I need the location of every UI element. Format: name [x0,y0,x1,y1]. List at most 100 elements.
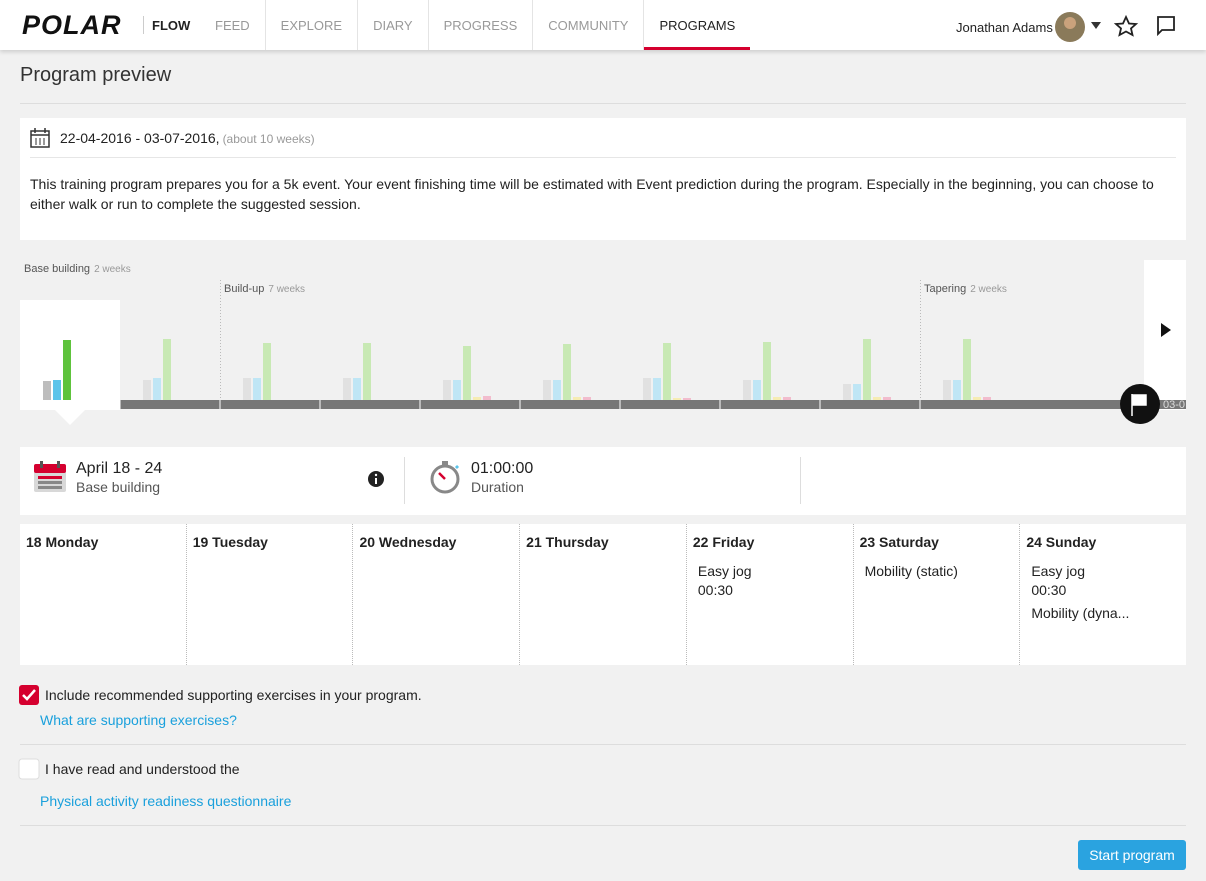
load-bar[interactable] [853,384,861,400]
session[interactable]: Easy jog 00:30 [1026,562,1180,600]
favorites-icon[interactable] [1113,14,1139,37]
load-bar[interactable] [63,340,71,400]
calendar-icon [30,128,50,148]
load-bar[interactable] [643,378,651,400]
event-flag [1131,394,1147,416]
separator [143,16,144,34]
date-range: 22-04-2016 - 03-07-2016, [60,130,220,146]
load-bar[interactable] [683,398,691,400]
start-program-button[interactable]: Start program [1078,840,1186,870]
load-bar[interactable] [563,344,571,400]
header-icons [1055,12,1175,42]
selected-week-pointer [55,410,85,425]
nav-item[interactable]: EXPLORE [264,0,357,50]
session[interactable]: Mobility (static) [860,562,1014,581]
readiness-checkbox[interactable] [18,758,40,780]
load-bar[interactable] [743,380,751,400]
phase-label: Build-up 7 weeks [224,283,305,295]
session-name: Easy jog [1031,563,1086,579]
nav-item[interactable]: FEED [215,18,250,33]
divider [20,825,1186,826]
messages-icon[interactable] [1157,16,1175,37]
load-bar[interactable] [473,397,481,400]
session-time: 00:30 [697,582,733,598]
divider [20,103,1186,104]
day-label: 23 Saturday [859,534,939,550]
info-icon[interactable] [367,470,385,488]
session-time: 00:30 [1031,582,1067,598]
load-bar[interactable] [583,397,591,400]
load-bar[interactable] [453,380,461,400]
load-bar[interactable] [363,343,371,400]
divider [20,744,1186,745]
session[interactable]: Easy jog 00:30 [693,562,847,600]
event-date: 03-0 [1163,399,1185,411]
nav-item[interactable]: DIARY [357,0,428,50]
load-bar[interactable] [143,380,151,400]
nav-item[interactable]: PROGRAMS [643,0,751,50]
load-bar[interactable] [943,380,951,400]
load-bar[interactable] [343,378,351,400]
load-bar[interactable] [663,343,671,400]
load-bar[interactable] [763,342,771,400]
day-column: 18 Monday [20,524,186,665]
session-text: Mobility (dyna... [1031,604,1129,623]
load-bar[interactable] [483,396,491,400]
phase-label: Tapering 2 weeks [924,283,1007,295]
supporting-checkbox[interactable] [18,684,40,706]
week-phase: Base building [76,479,161,495]
load-bar[interactable] [653,378,661,400]
next-arrow[interactable] [1161,323,1171,337]
session[interactable]: Mobility (dyna... [1026,604,1180,623]
nav-item[interactable]: COMMUNITY [532,0,643,50]
load-bar[interactable] [243,378,251,400]
load-bar[interactable] [883,397,891,400]
phase-label: Base building 2 weeks [24,263,131,275]
load-bar[interactable] [443,380,451,400]
user-menu-caret[interactable] [1091,22,1101,29]
divider [30,157,1176,158]
header: POLAR FLOW FEED EXPLORE DIARY PROGRESS COMMU… [0,0,1206,50]
load-bar[interactable] [973,397,981,400]
load-bar[interactable] [843,384,851,400]
session-text: Easy jog 00:30 [1031,562,1085,600]
day-column: 23 Saturday Mobility (static) [852,524,1020,665]
page-title: Program preview [20,64,172,86]
product-name[interactable]: FLOW [152,18,191,33]
supporting-link[interactable]: What are supporting exercises? [40,712,237,728]
load-bar[interactable] [553,380,561,400]
load-bar[interactable] [163,339,171,400]
nav-menu: FEED EXPLORE DIARY PROGRESS COMMUNITY PROGRAM… [200,0,751,50]
load-bar[interactable] [463,346,471,400]
load-bar[interactable] [543,380,551,400]
day-column: 20 Wednesday [352,524,519,665]
load-bar[interactable] [573,397,581,400]
brand-logo[interactable]: POLAR [22,10,122,40]
day-column: 19 Tuesday [185,524,353,665]
load-bar[interactable] [873,397,881,400]
week-duration: 01:00:00 [471,460,534,477]
avatar-face [1064,17,1076,29]
load-bar[interactable] [673,398,681,400]
timeline-track [120,400,1186,409]
load-bar[interactable] [353,378,361,400]
load-bar[interactable] [863,339,871,400]
readiness-link[interactable]: Physical activity readiness questionnair… [40,793,292,809]
load-bar[interactable] [53,380,61,400]
load-bar[interactable] [773,397,781,400]
week-calendar-icon [34,461,66,492]
next-panel [1144,260,1186,410]
nav-item[interactable]: PROGRESS [427,0,533,50]
load-bar[interactable] [263,343,271,400]
user-name[interactable]: Jonathan Adams [956,20,1053,35]
load-bar[interactable] [783,397,791,400]
load-bar[interactable] [753,380,761,400]
load-bar[interactable] [253,378,261,400]
load-bar[interactable] [153,378,161,400]
load-bar[interactable] [983,397,991,400]
load-bar[interactable] [963,339,971,400]
load-bar[interactable] [43,381,51,400]
load-bar[interactable] [953,380,961,400]
